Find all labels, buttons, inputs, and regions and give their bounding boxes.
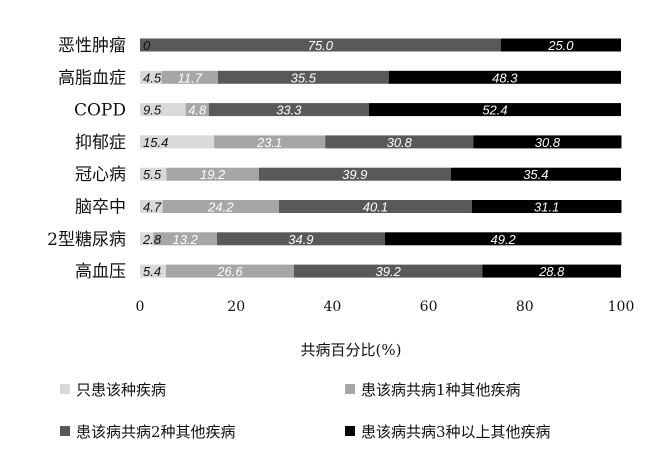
bars-layer — [140, 38, 622, 278]
bar-segment — [217, 70, 389, 84]
bar-segment — [279, 200, 472, 213]
legend-label: 患该病共病2种其他疾病 — [76, 423, 236, 441]
data-label: 24.2 — [207, 200, 234, 215]
data-label: 5.5 — [143, 167, 162, 182]
legend-label: 患该病共病3种以上其他疾病 — [361, 423, 551, 441]
category-label: 高脂血症 — [58, 68, 126, 88]
x-axis: 0 20 40 60 80 100 — [136, 299, 635, 315]
bar-segment — [293, 264, 483, 278]
data-label: 33.3 — [276, 103, 302, 118]
data-label: 0 — [143, 38, 151, 53]
data-label: 31.1 — [534, 200, 559, 215]
data-label: 4.5 — [143, 70, 162, 85]
bar-segment — [388, 70, 621, 84]
x-tick-label: 20 — [227, 299, 245, 315]
bar-segment — [450, 167, 621, 181]
data-labels-layer: 0 75.0 25.0 4.5 11.7 35.5 48.3 9.5 4.8 33.3 52.4 15… — [142, 38, 574, 279]
data-label: 9.5 — [143, 103, 162, 118]
legend-label: 只患该种疾病 — [76, 381, 166, 399]
category-label: 2型糖尿病 — [47, 230, 126, 250]
x-tick-label: 80 — [516, 299, 534, 315]
bar-segment — [325, 135, 474, 149]
data-label: 35.4 — [523, 167, 548, 182]
bar-segment — [140, 38, 501, 52]
data-label: 52.4 — [482, 103, 507, 118]
data-label: 11.7 — [178, 70, 203, 85]
bar-segment — [482, 264, 621, 278]
category-label: 高血压 — [75, 262, 126, 282]
bar-segment — [368, 103, 621, 117]
bar-segment — [165, 264, 294, 278]
bar-segment — [140, 200, 163, 213]
x-tick-label: 40 — [323, 299, 341, 315]
bar-segment — [140, 70, 162, 84]
bar-segment — [161, 70, 218, 84]
bar-segment — [140, 167, 167, 181]
bar-segment — [166, 167, 259, 181]
data-label: 4.7 — [143, 200, 162, 215]
data-label: 75.0 — [308, 38, 334, 53]
x-tick-label: 0 — [136, 299, 145, 315]
data-label: 35.5 — [291, 70, 317, 85]
data-label: 34.9 — [288, 232, 313, 247]
data-label: 39.9 — [342, 167, 367, 182]
legend-swatch — [345, 426, 355, 436]
bar-segment — [185, 103, 209, 117]
bar-segment — [162, 200, 280, 213]
data-label: 25.0 — [547, 38, 574, 53]
bar-segment — [384, 232, 622, 246]
bar-segment — [208, 103, 369, 117]
bar-segment — [153, 232, 217, 246]
legend-label: 患该病共病1种其他疾病 — [361, 381, 521, 399]
x-tick-label: 60 — [420, 299, 438, 315]
legend-swatch — [60, 426, 70, 436]
data-label: 30.8 — [535, 135, 561, 150]
bar-segment — [500, 38, 621, 52]
data-label: 2.8 — [142, 232, 162, 247]
bar-segment — [216, 232, 385, 246]
bar-segment — [214, 135, 326, 149]
x-axis-title: 共病百分比(%) — [301, 341, 402, 359]
bar-segment — [258, 167, 451, 181]
data-label: 40.1 — [363, 200, 388, 215]
data-label: 39.2 — [376, 264, 402, 279]
legend-swatch — [60, 384, 70, 394]
category-label: COPD — [74, 101, 126, 121]
data-label: 19.2 — [200, 167, 226, 182]
data-label: 5.4 — [143, 264, 161, 279]
data-label: 30.8 — [387, 135, 413, 150]
data-label: 15.4 — [143, 135, 168, 150]
bar-segment — [140, 232, 154, 246]
data-label: 26.6 — [216, 264, 243, 279]
category-label: 抑郁症 — [75, 133, 126, 153]
category-label: 恶性肿瘤 — [58, 36, 126, 56]
bar-segment — [471, 200, 622, 213]
bar-segment — [140, 103, 186, 117]
data-label: 13.2 — [173, 232, 199, 247]
legend-swatch — [345, 384, 355, 394]
category-label: 冠心病 — [75, 165, 126, 185]
data-label: 4.8 — [188, 103, 207, 118]
bar-segment — [140, 264, 166, 278]
data-label: 23.1 — [256, 135, 282, 150]
category-label: 脑卒中 — [75, 198, 126, 218]
data-label: 49.2 — [490, 232, 516, 247]
data-label: 48.3 — [492, 70, 518, 85]
bar-segment — [140, 135, 215, 149]
x-tick-label: 100 — [608, 299, 635, 315]
bar-segment — [473, 135, 622, 149]
data-label: 28.8 — [538, 264, 565, 279]
